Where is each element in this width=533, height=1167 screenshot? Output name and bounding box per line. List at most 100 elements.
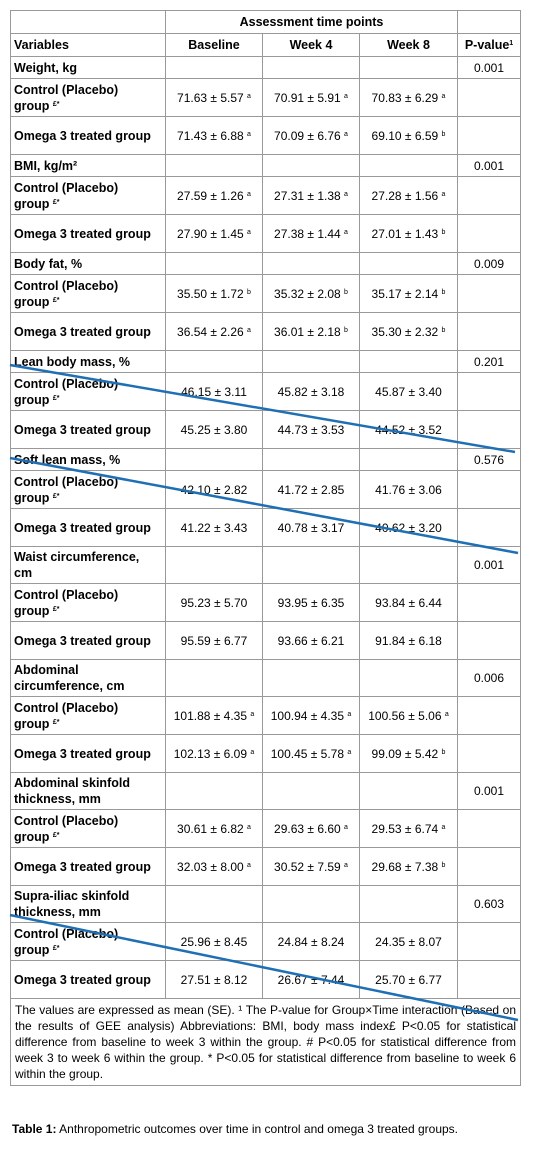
- group-cell: Control (Placebo) group £*: [10, 372, 166, 411]
- empty-cell: [359, 252, 458, 275]
- superscript: a: [444, 710, 449, 718]
- empty-cell: [457, 214, 521, 253]
- caption-text: Anthropometric outcomes over time in con…: [59, 1122, 459, 1136]
- superscript: a: [250, 710, 255, 718]
- value-cell: 95.23 ± 5.70: [165, 583, 263, 622]
- group-label-wrap: Omega 3 treated group: [14, 226, 151, 242]
- superscript: £*: [52, 944, 60, 952]
- value: 27.31 ± 1.38: [274, 188, 341, 203]
- group-row: Control (Placebo) group £* 101.88 ± 4.35 …: [10, 696, 521, 735]
- superscript: a: [347, 748, 352, 756]
- value-cell: 93.95 ± 6.35: [262, 583, 360, 622]
- group-row: Control (Placebo) group £* 42.10 ± 2.82 41…: [10, 470, 521, 509]
- p-value: 0.603: [457, 885, 521, 923]
- variable-name: Lean body mass, %: [14, 354, 131, 369]
- value: 24.35 ± 8.07: [375, 934, 442, 949]
- value-cell: 70.83 ± 6.29 a: [359, 78, 458, 117]
- p-value: 0.006: [457, 659, 521, 697]
- group-label-wrap: Control (Placebo) group £*: [14, 180, 154, 212]
- empty-cell: [262, 448, 360, 471]
- col-header: Week 8: [359, 33, 458, 57]
- value-cell: 41.76 ± 3.06: [359, 470, 458, 509]
- superscript: a: [247, 228, 251, 236]
- superscript: b: [441, 861, 446, 869]
- group-cell: Omega 3 treated group: [10, 508, 166, 547]
- group-label-wrap: Omega 3 treated group: [14, 633, 151, 649]
- empty-cell: [262, 659, 360, 697]
- header-row: Variables Baseline Week 4 Week 8 P-value…: [10, 33, 521, 57]
- superscript: b: [441, 130, 446, 138]
- group-cell: Omega 3 treated group: [10, 214, 166, 253]
- variable-row: Body fat, % 0.009: [10, 252, 521, 275]
- value-cell: 70.09 ± 6.76 a: [262, 116, 360, 155]
- superscript: £*: [52, 198, 60, 206]
- superscript: b: [247, 288, 251, 296]
- empty-cell: [165, 546, 263, 584]
- superscript: b: [441, 748, 446, 756]
- value: 45.82 ± 3.18: [277, 384, 345, 399]
- group-row: Control (Placebo) group £* 30.61 ± 6.82 a…: [10, 809, 521, 848]
- value: 29.68 ± 7.38: [371, 859, 439, 874]
- value-cell: 27.38 ± 1.44 a: [262, 214, 360, 253]
- superscript: a: [344, 92, 348, 100]
- group-cell: Omega 3 treated group: [10, 621, 166, 660]
- empty-cell: [457, 274, 521, 313]
- superscript: b: [441, 326, 446, 334]
- value-cell: 44.52 ± 3.52: [359, 410, 458, 449]
- group-cell: Control (Placebo) group £*: [10, 78, 166, 117]
- value-cell: 100.45 ± 5.78 a: [262, 734, 360, 773]
- value-cell: 99.09 ± 5.42 b: [359, 734, 458, 773]
- col-header: Variables: [10, 33, 166, 57]
- empty-cell: [10, 10, 166, 34]
- value: 35.17 ± 2.14: [371, 286, 439, 301]
- value-cell: 69.10 ± 6.59 b: [359, 116, 458, 155]
- group-cell: Control (Placebo) group £*: [10, 922, 166, 961]
- caption: Table 1: Anthropometric outcomes over ti…: [12, 1121, 520, 1137]
- group-label: Omega 3 treated group: [14, 859, 151, 874]
- superscript: b: [344, 326, 348, 334]
- superscript: £*: [52, 605, 60, 613]
- value: 91.84 ± 6.18: [375, 633, 442, 648]
- superscript: b: [441, 228, 446, 236]
- value-cell: 102.13 ± 6.09 a: [165, 734, 263, 773]
- value: 93.66 ± 6.21: [277, 633, 345, 648]
- group-row: Control (Placebo) group £* 95.23 ± 5.70 93…: [10, 583, 521, 622]
- p-value: 0.001: [457, 56, 521, 79]
- group-label-wrap: Omega 3 treated group: [14, 520, 151, 536]
- group-label-wrap: Control (Placebo) group £*: [14, 474, 154, 506]
- value-cell: 25.70 ± 6.77: [359, 960, 458, 999]
- variable-row: Soft lean mass, % 0.576: [10, 448, 521, 471]
- group-label: Control (Placebo) group: [14, 278, 119, 309]
- group-label-wrap: Omega 3 treated group: [14, 128, 151, 144]
- superscript: £*: [52, 718, 60, 726]
- value: 41.72 ± 2.85: [277, 482, 345, 497]
- group-row: Control (Placebo) group £* 35.50 ± 1.72 b…: [10, 274, 521, 313]
- p-value: 0.009: [457, 252, 521, 275]
- value: 100.56 ± 5.06: [368, 708, 442, 723]
- value-cell: 70.91 ± 5.91 a: [262, 78, 360, 117]
- superscript: b: [344, 288, 348, 296]
- group-label: Omega 3 treated group: [14, 226, 151, 241]
- value: 99.09 ± 5.42: [371, 746, 439, 761]
- group-row: Control (Placebo) group £* 71.63 ± 5.57 a…: [10, 78, 521, 117]
- empty-cell: [359, 350, 458, 373]
- group-cell: Control (Placebo) group £*: [10, 809, 166, 848]
- value: 27.90 ± 1.45: [177, 226, 244, 241]
- group-row: Omega 3 treated group 45.25 ± 3.80 44.73 ±…: [10, 410, 521, 449]
- variable-cell: Body fat, %: [10, 252, 166, 275]
- value-cell: 93.66 ± 6.21: [262, 621, 360, 660]
- empty-cell: [262, 56, 360, 79]
- value: 36.54 ± 2.26: [177, 324, 244, 339]
- empty-cell: [457, 696, 521, 735]
- value-cell: 32.03 ± 8.00 a: [165, 847, 263, 886]
- empty-cell: [165, 659, 263, 697]
- group-label: Control (Placebo) group: [14, 700, 119, 731]
- empty-cell: [262, 772, 360, 810]
- value: 35.32 ± 2.08: [274, 286, 341, 301]
- value-cell: 46.15 ± 3.11: [165, 372, 263, 411]
- value: 44.52 ± 3.52: [375, 422, 442, 437]
- variable-row: Supra-iliac skinfold thickness, mm 0.603: [10, 885, 521, 923]
- group-cell: Omega 3 treated group: [10, 410, 166, 449]
- empty-cell: [457, 470, 521, 509]
- group-cell: Control (Placebo) group £*: [10, 470, 166, 509]
